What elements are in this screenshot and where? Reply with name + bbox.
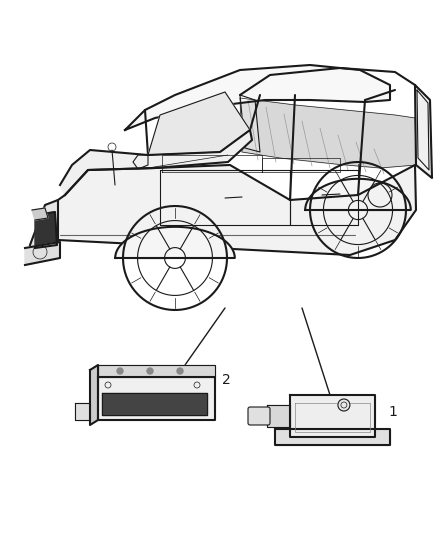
Polygon shape bbox=[267, 405, 290, 427]
Polygon shape bbox=[102, 393, 207, 415]
Polygon shape bbox=[415, 85, 432, 178]
Polygon shape bbox=[90, 365, 98, 425]
Polygon shape bbox=[58, 165, 416, 255]
Polygon shape bbox=[125, 65, 390, 130]
Circle shape bbox=[177, 368, 183, 374]
Text: 2: 2 bbox=[222, 373, 231, 387]
Polygon shape bbox=[148, 92, 250, 155]
Circle shape bbox=[338, 399, 350, 411]
Polygon shape bbox=[115, 227, 235, 258]
Polygon shape bbox=[290, 395, 375, 437]
Polygon shape bbox=[60, 130, 252, 195]
Text: 1: 1 bbox=[388, 405, 397, 419]
Polygon shape bbox=[305, 179, 411, 210]
Polygon shape bbox=[75, 403, 90, 420]
Polygon shape bbox=[35, 212, 57, 248]
Polygon shape bbox=[98, 365, 215, 377]
Polygon shape bbox=[275, 429, 390, 445]
Polygon shape bbox=[240, 98, 416, 168]
Polygon shape bbox=[98, 377, 215, 420]
Polygon shape bbox=[133, 155, 148, 169]
Circle shape bbox=[117, 368, 123, 374]
Circle shape bbox=[147, 368, 153, 374]
Polygon shape bbox=[32, 208, 48, 220]
Polygon shape bbox=[25, 242, 60, 265]
Polygon shape bbox=[240, 95, 260, 152]
FancyBboxPatch shape bbox=[248, 407, 270, 425]
Polygon shape bbox=[30, 200, 58, 260]
